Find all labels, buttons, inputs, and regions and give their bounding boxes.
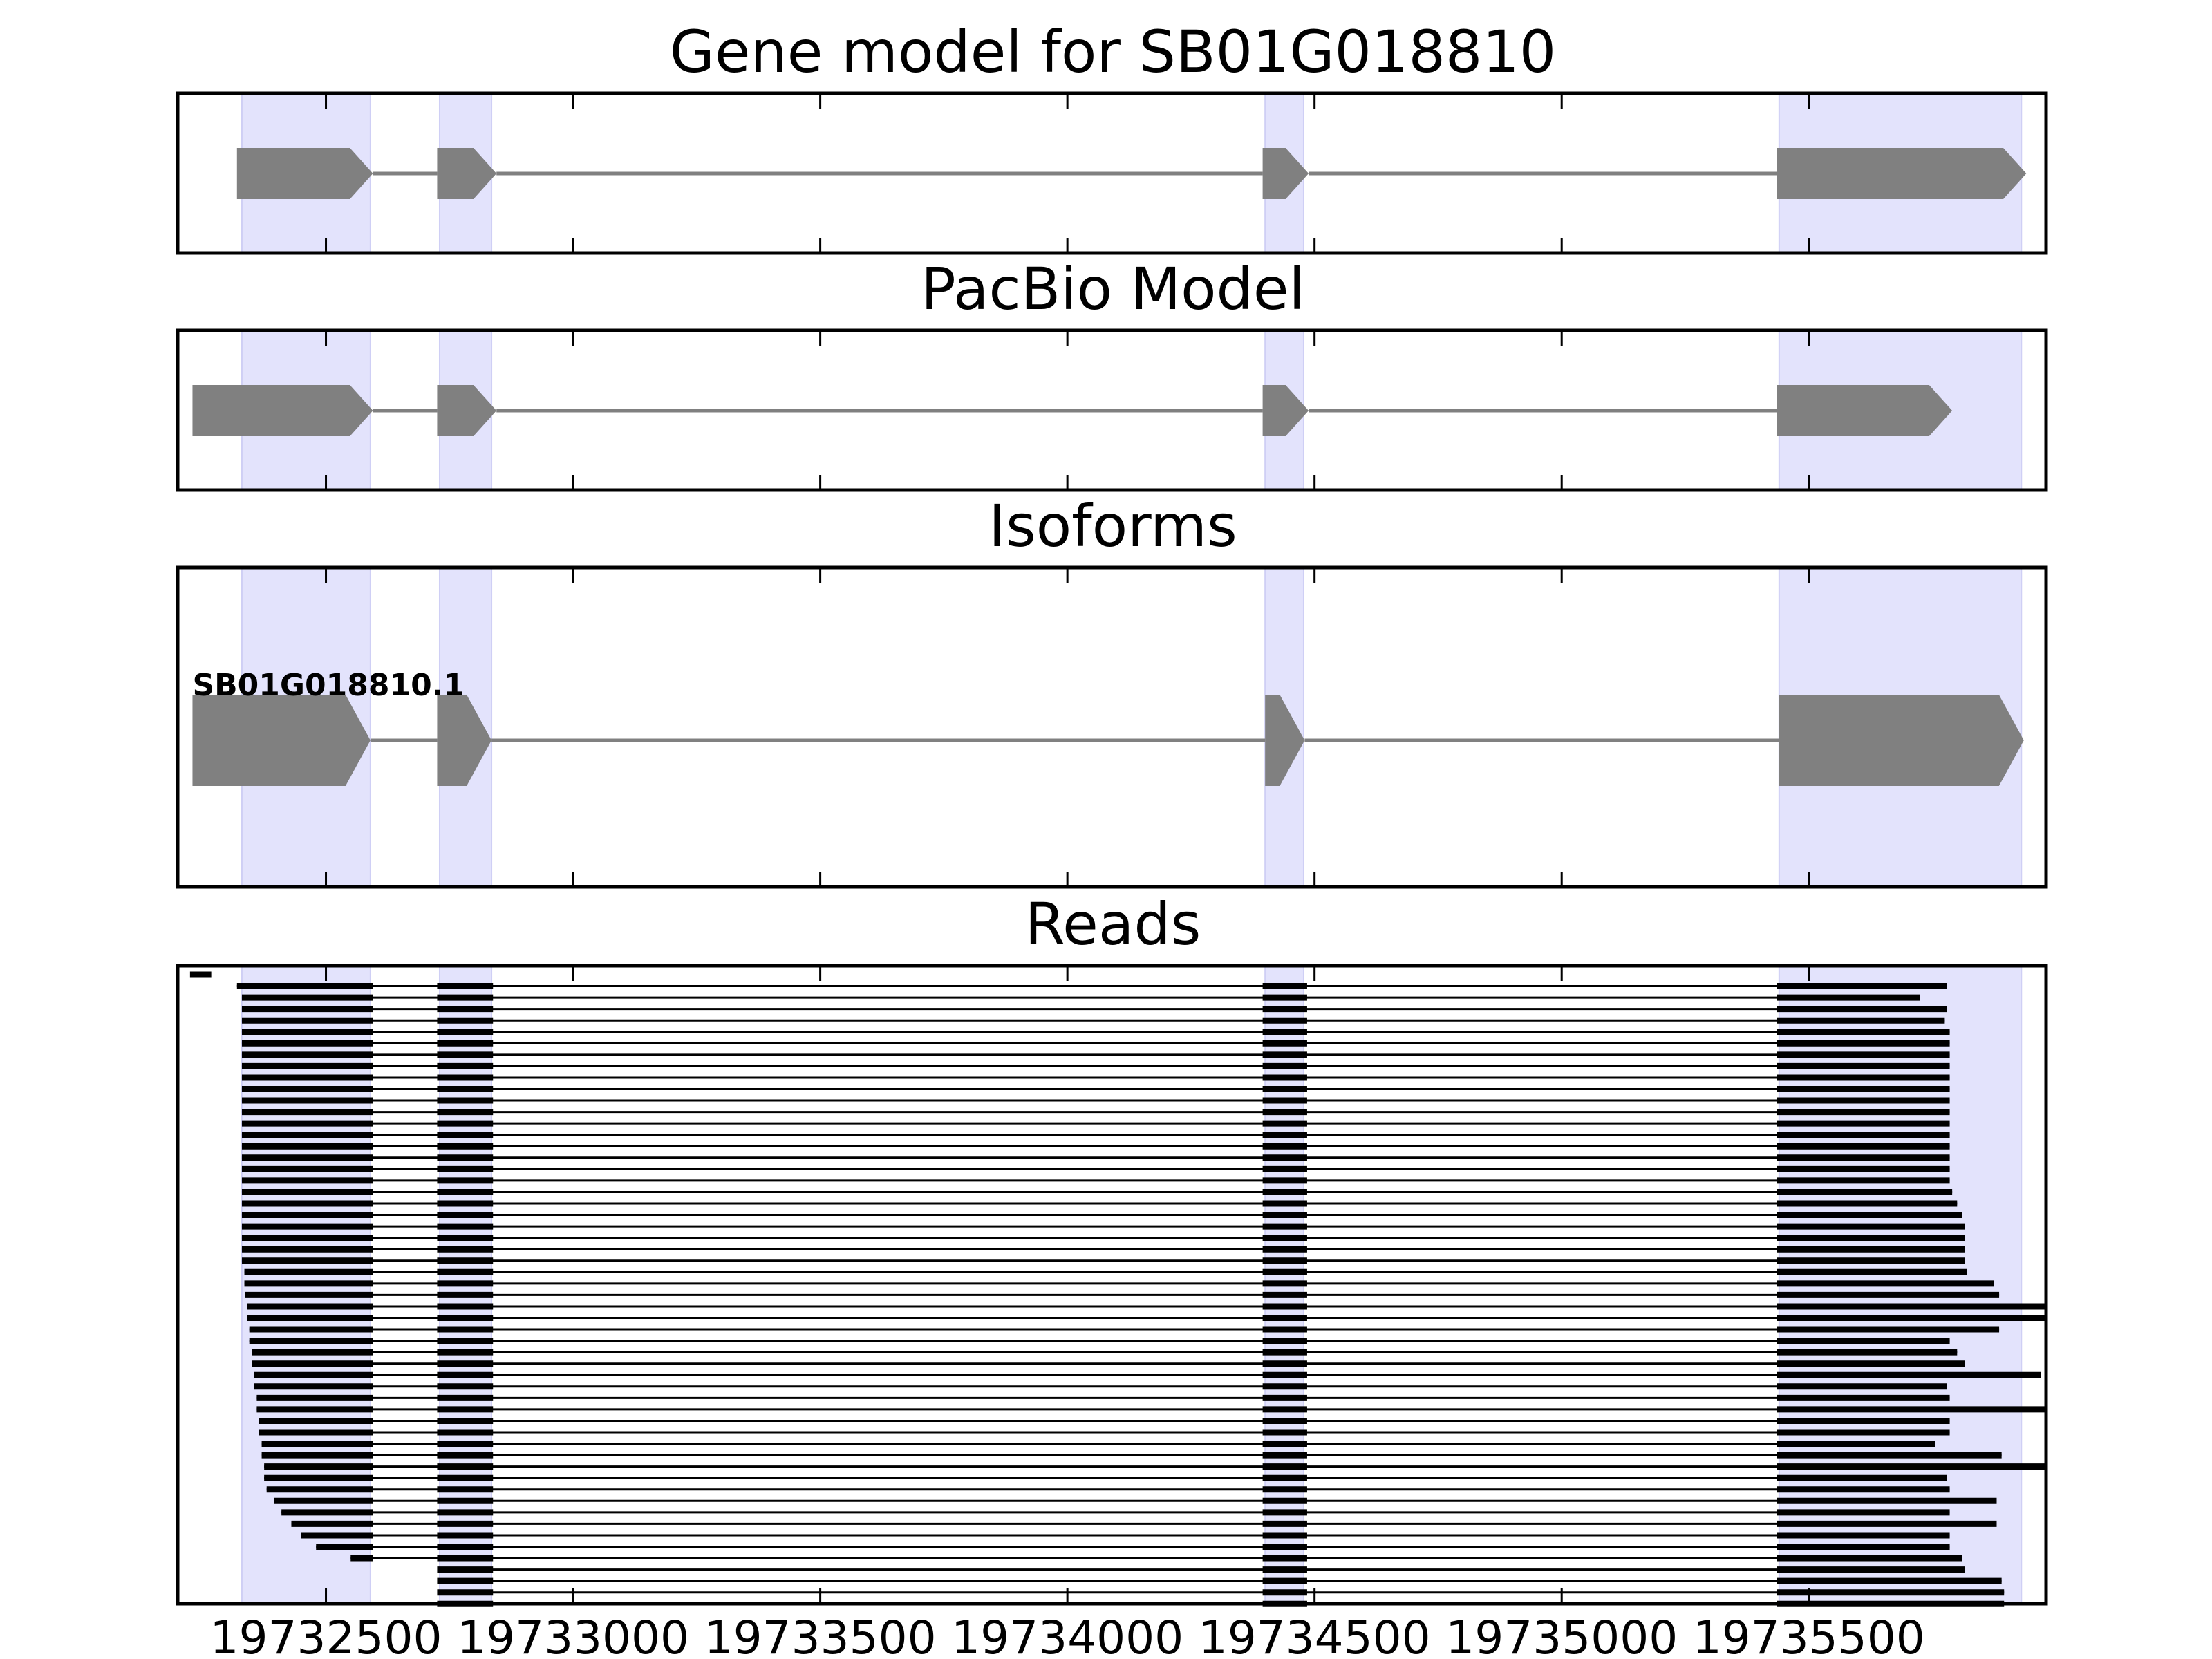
pacbio-exon-3	[1262, 385, 1309, 436]
pacbio-exon-1	[192, 385, 373, 436]
x-tick-label-19735500: 19735500	[1693, 1611, 1925, 1659]
x-tick-label-19733500: 19733500	[704, 1611, 937, 1659]
pacbio-exon-4	[1777, 385, 1953, 436]
x-tick-label-19734500: 19734500	[1199, 1611, 1431, 1659]
isoforms-title: Isoforms	[988, 492, 1237, 560]
gene-exon-4	[1777, 148, 2027, 199]
pacbio-exon-2	[437, 385, 497, 436]
x-tick-label-19732500: 19732500	[210, 1611, 442, 1659]
reads-panel	[176, 964, 2048, 1607]
x-tick-label-19734000: 19734000	[951, 1611, 1183, 1659]
gene-model-panel	[176, 91, 2048, 255]
isoform-1-exon-2	[437, 695, 492, 786]
pacbio-frame	[176, 328, 2048, 492]
x-tick-label-19733000: 19733000	[457, 1611, 689, 1659]
pacbio-model-title: PacBio Model	[921, 255, 1305, 323]
isoforms-panel: SB01G018810.1	[176, 565, 2048, 889]
isoform-1-exon-3	[1265, 695, 1305, 786]
x-tick-label-19735000: 19735000	[1445, 1611, 1678, 1659]
isoform-label-1: SB01G018810.1	[192, 668, 465, 703]
reads-title: Reads	[1025, 890, 1201, 958]
isoform-1-exon-1	[192, 695, 371, 786]
gene-exon-3	[1262, 148, 1309, 199]
panel-titles: Gene model for SB01G018810 PacBio Model …	[670, 18, 1556, 958]
gene-exon-2	[437, 148, 497, 199]
isoform-1-exon-4	[1779, 695, 2024, 786]
x-axis-tick-labels: 19732500 19733000 19733500 19734000 19734500…	[210, 1611, 1925, 1659]
gene-model-title: Gene model for SB01G018810	[670, 18, 1556, 86]
gene-frame	[176, 91, 2048, 255]
pacbio-model-panel	[176, 328, 2048, 492]
reads-frame	[176, 964, 2048, 1606]
gene-exon-1	[236, 148, 373, 199]
isoforms-frame	[176, 565, 2048, 889]
